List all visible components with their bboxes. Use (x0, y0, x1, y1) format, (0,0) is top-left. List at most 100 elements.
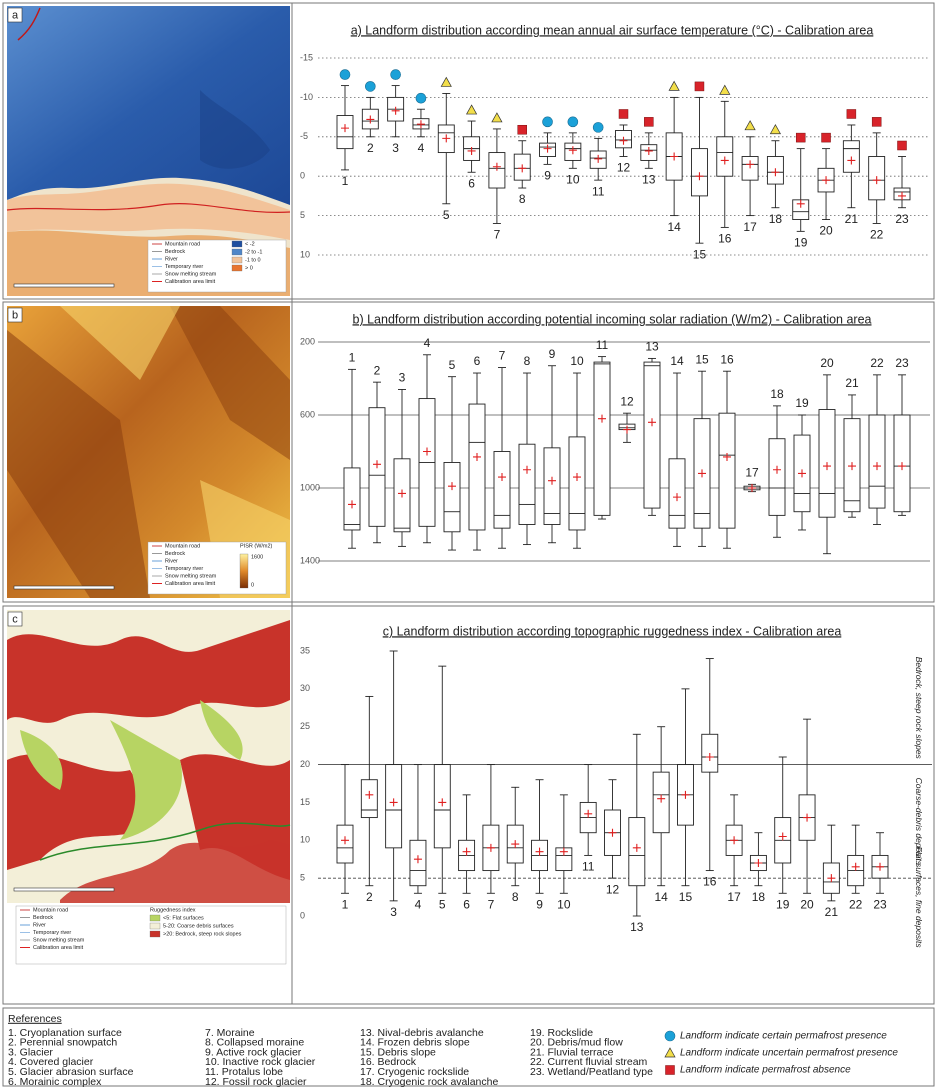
box (644, 362, 660, 508)
indicator-square (872, 117, 881, 126)
scale-bar (14, 888, 114, 891)
scale-bar (14, 284, 114, 287)
category-label: 7 (488, 897, 495, 911)
category-label: 12 (606, 882, 620, 896)
box (519, 444, 535, 524)
chart-title: a) Landform distribution according mean … (351, 23, 874, 37)
indicator-triangle (441, 77, 451, 86)
legend-text: 5-20: Coarse debris surfaces (163, 923, 234, 929)
category-label: 11 (592, 184, 605, 198)
legend-text: Bedrock (33, 915, 53, 921)
indicator-circle (416, 93, 426, 103)
legend-title: PISR (W/m2) (240, 543, 273, 549)
y-tick-label: 0 (300, 910, 305, 920)
category-label: 22 (849, 897, 863, 911)
category-label: 11 (582, 860, 595, 874)
y-tick-label: 20 (300, 759, 310, 769)
legend-text: -1 to 0 (245, 257, 261, 263)
category-label: 8 (524, 354, 531, 368)
category-label: 21 (845, 376, 859, 390)
indicator-label: Landform indicate permafrost absence (680, 1065, 851, 1076)
indicator-triangle (492, 113, 502, 122)
legend-swatch (232, 265, 242, 271)
legend-text: Mountain road (33, 907, 68, 913)
legend-text: Bedrock (165, 249, 185, 255)
legend-swatch (232, 257, 242, 263)
category-label: 17 (727, 890, 741, 904)
legend-text: Snow melting stream (33, 937, 85, 943)
category-label: 13 (642, 172, 656, 186)
panel-letter: a (12, 9, 19, 21)
y-tick-label: 35 (300, 645, 310, 655)
category-label: 1 (349, 351, 356, 365)
legend-swatch (150, 915, 160, 921)
category-label: 20 (819, 224, 833, 238)
category-label: 13 (630, 920, 644, 934)
box (444, 462, 460, 531)
indicator-square (644, 117, 653, 126)
legend-text: Snow melting stream (165, 271, 217, 277)
indicator-circle (593, 122, 603, 132)
box (769, 439, 785, 516)
category-label: 22 (870, 356, 884, 370)
reference-item: 6. Morainic complex (8, 1076, 102, 1088)
y-tick-label: -15 (300, 52, 313, 62)
legend-text: Temporary river (33, 930, 71, 936)
category-label: 12 (620, 394, 634, 408)
reference-item: 12. Fossil rock glacier (205, 1076, 307, 1088)
legend-text: River (165, 558, 178, 564)
legend-swatch (150, 931, 160, 937)
category-label: 3 (392, 141, 399, 155)
category-label: 17 (745, 466, 759, 480)
category-label: 2 (374, 363, 381, 377)
reference-item: 18. Cryogenic rock avalanche (360, 1076, 498, 1088)
category-label: 16 (718, 232, 732, 246)
category-label: 2 (367, 141, 374, 155)
category-label: 14 (670, 354, 684, 368)
y-tick-label: 5 (300, 873, 305, 883)
indicator-square (898, 141, 907, 150)
y-tick-label: -10 (300, 92, 313, 102)
box (594, 362, 610, 515)
category-label: 13 (645, 340, 659, 354)
box (469, 404, 485, 530)
box (719, 413, 735, 528)
zone-label: Bedrock, steep rock slopes (914, 657, 924, 760)
y-tick-label: 600 (300, 409, 315, 419)
y-tick-label: 1400 (300, 555, 320, 565)
category-label: 1 (342, 174, 349, 188)
box (344, 468, 360, 530)
category-label: 21 (845, 212, 859, 226)
panel-letter: b (12, 309, 18, 321)
chart-title: b) Landform distribution according poten… (353, 312, 872, 326)
category-label: 10 (566, 172, 580, 186)
category-label: 5 (439, 897, 446, 911)
category-label: 6 (463, 897, 470, 911)
category-label: 16 (720, 352, 734, 366)
category-label: 4 (424, 336, 431, 350)
legend-text: 0 (251, 582, 254, 588)
box (569, 437, 585, 530)
legend-text: >20: Bedrock, steep rock slopes (163, 931, 242, 937)
indicator-circle (340, 70, 350, 80)
indicator-circle (365, 81, 375, 91)
y-tick-label: 25 (300, 721, 310, 731)
y-tick-label: 30 (300, 683, 310, 693)
indicator-triangle (467, 105, 477, 114)
box (869, 415, 885, 508)
legend-text: River (33, 922, 46, 928)
category-label: 19 (794, 236, 808, 250)
category-label: 4 (415, 897, 422, 911)
category-label: 6 (468, 176, 475, 190)
legend-text: Temporary river (165, 264, 203, 270)
reference-item: 23. Wetland/Peatland type (530, 1066, 653, 1078)
category-label: 17 (743, 220, 757, 234)
category-label: 8 (519, 192, 526, 206)
legend-text: Mountain road (165, 241, 200, 247)
indicator-square (796, 133, 805, 142)
category-label: 7 (499, 349, 506, 363)
category-label: 9 (549, 347, 556, 361)
category-label: 23 (873, 897, 887, 911)
references-title: References (8, 1013, 62, 1025)
category-label: 15 (693, 247, 707, 261)
